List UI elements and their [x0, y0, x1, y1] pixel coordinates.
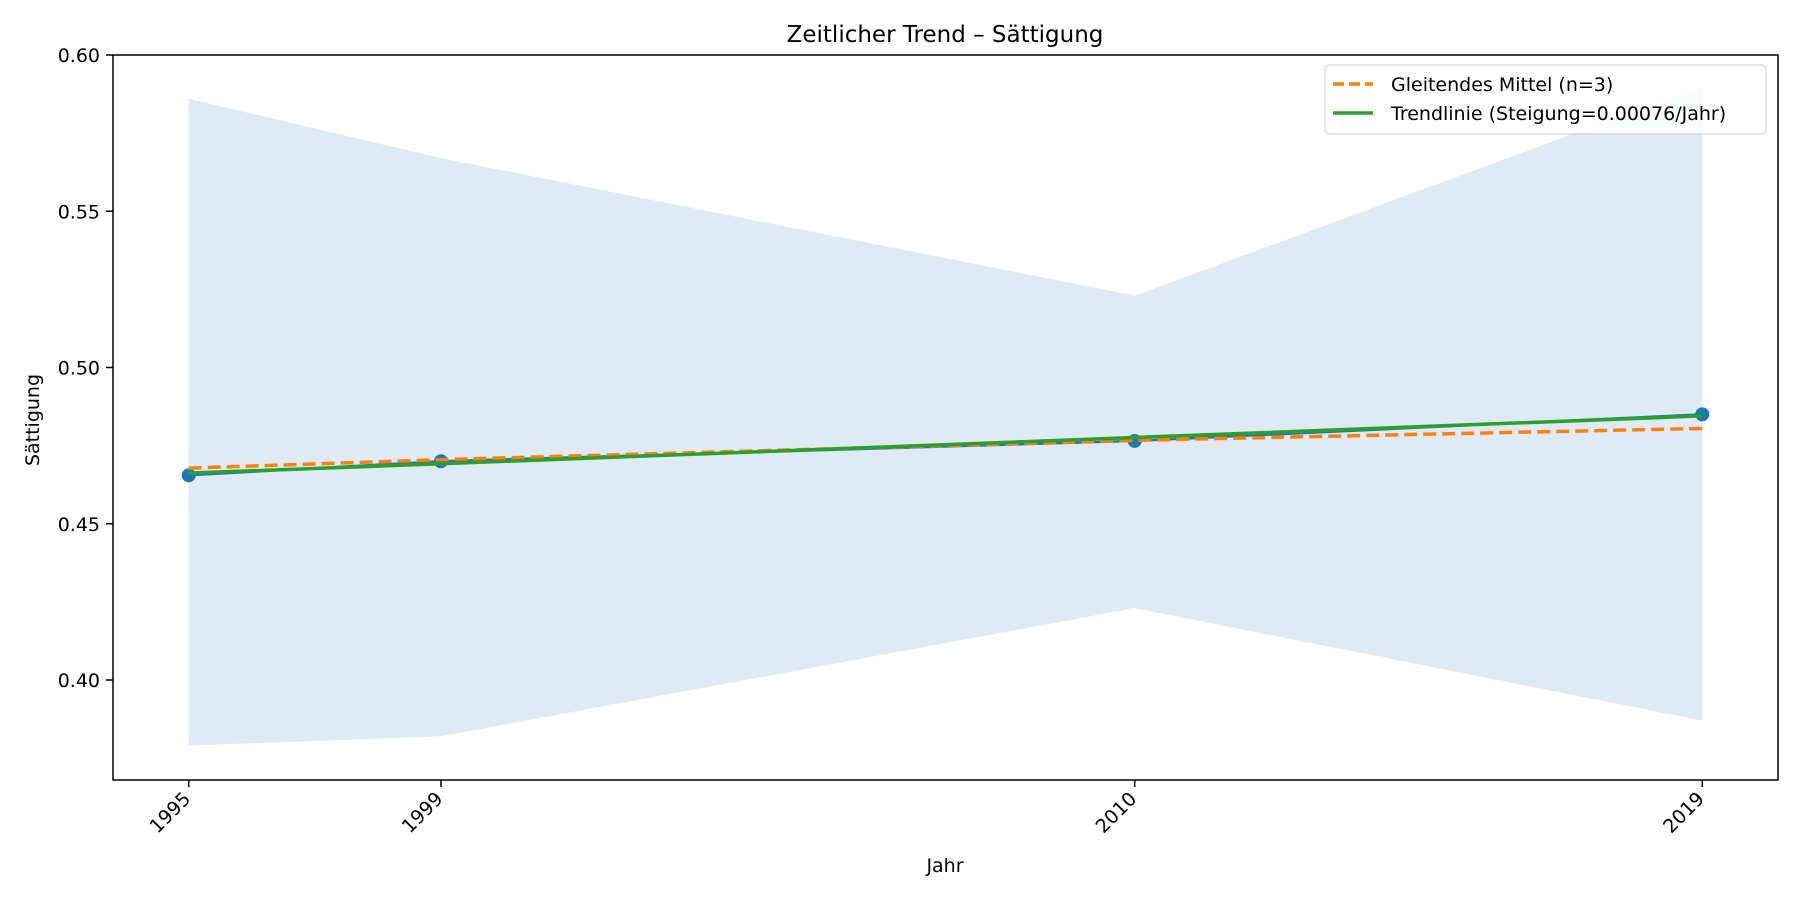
- y-tick-label-0.40: 0.40: [58, 670, 100, 692]
- data-point-1995: [181, 468, 196, 483]
- x-axis-title: Jahr: [925, 855, 963, 877]
- legend-label-moving-average: Gleitendes Mittel (n=3): [1391, 74, 1613, 96]
- y-tick-label-0.45: 0.45: [58, 514, 100, 536]
- confidence-band: [188, 86, 1703, 746]
- legend-frame: [1324, 64, 1767, 135]
- data-point-2019: [1695, 407, 1710, 422]
- chart-title: Zeitlicher Trend – Sättigung: [787, 22, 1104, 48]
- y-tick-label-0.55: 0.55: [58, 201, 100, 223]
- legend: Gleitendes Mittel (n=3) Trendlinie (Stei…: [1324, 64, 1767, 135]
- series-line-trendline: [188, 414, 1703, 475]
- y-tick-label-0.60: 0.60: [58, 45, 100, 67]
- y-tick-label-0.50: 0.50: [58, 358, 100, 380]
- plot-frame: [112, 54, 1779, 781]
- y-axis-title: Sättigung: [22, 374, 44, 466]
- legend-label-trendline: Trendlinie (Steigung=0.00076/Jahr): [1390, 103, 1726, 125]
- plot-area: [181, 86, 1710, 746]
